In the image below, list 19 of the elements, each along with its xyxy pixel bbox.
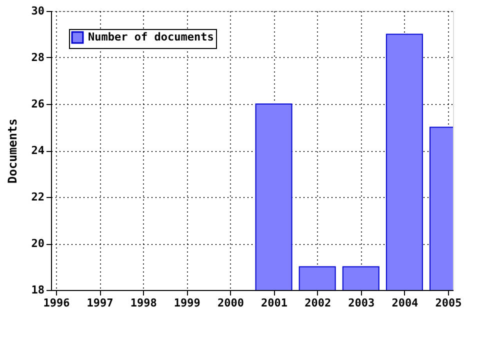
- x-tick-label: 2003: [348, 296, 375, 310]
- x-tick-label: 2004: [392, 296, 419, 310]
- x-tick-label: 1997: [86, 296, 114, 310]
- x-tick-label: 2002: [304, 296, 332, 310]
- y-tick-label: 18: [31, 284, 44, 296]
- x-tick-label: 2001: [261, 296, 288, 310]
- y-axis-title: Documents: [5, 118, 20, 184]
- y-tick-label: 26: [31, 98, 45, 110]
- legend-label: Number of documents: [88, 30, 214, 44]
- y-tick-label: 30: [31, 4, 44, 18]
- x-tick-label: 2000: [217, 296, 244, 310]
- x-tick-label: 1998: [130, 296, 157, 310]
- x-tick-label: 1996: [43, 296, 70, 310]
- y-tick-label: 28: [31, 51, 44, 64]
- x-tick-label: 2005: [435, 296, 462, 310]
- y-tick-label: 20: [31, 237, 44, 250]
- y-tick-label: 24: [31, 144, 45, 157]
- x-tick-label: 1999: [174, 296, 200, 310]
- y-tick-label: 22: [31, 190, 44, 204]
